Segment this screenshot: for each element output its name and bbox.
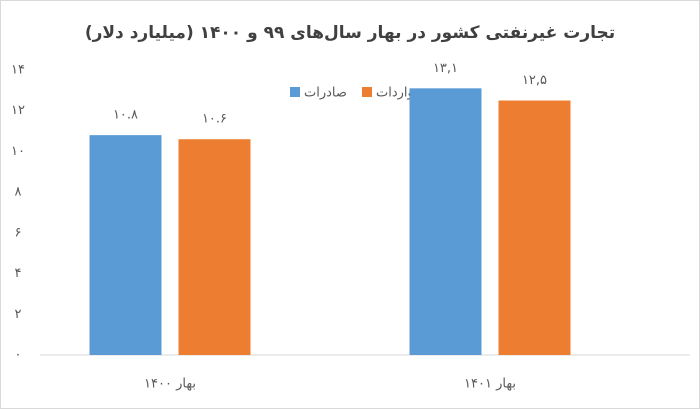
y-tick-label: ۱۰ [11,144,25,159]
bar [89,135,162,355]
y-tick-label: ۸ [15,185,22,200]
value-label: ۱۰.۶ [202,112,227,127]
y-tick-label: ۰ [15,348,22,363]
bar [178,139,251,355]
chart-title: تجارت غیرنفتی کشور در بهار سال‌های ۹۹ و … [85,23,615,43]
value-label: ۱۰.۸ [113,108,138,123]
bar [498,100,571,356]
legend-swatch [362,87,372,97]
value-label: ۱۳,۱ [433,61,458,76]
y-tick-label: ۴ [15,266,22,281]
y-tick-label: ۲ [15,307,22,322]
y-tick-label: ۶ [15,225,22,240]
legend-label: صادرات [304,86,347,101]
value-label: ۱۲,۵ [522,73,547,88]
legend-label: واردات [376,86,414,101]
x-tick-label: بهار ۱۴۰۱ [464,377,516,392]
legend-swatch [290,87,300,97]
bar [409,88,482,356]
x-tick-label: بهار ۱۴۰۰ [144,377,196,392]
y-tick-label: ۱۴ [11,63,25,78]
y-tick-label: ۱۲ [11,103,25,118]
